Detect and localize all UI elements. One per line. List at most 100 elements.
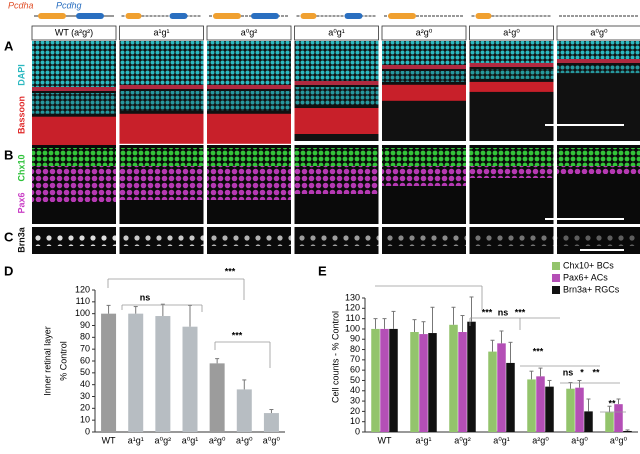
y-tick-label: 110 [76,296,90,306]
significance: *** [232,330,243,340]
opl [557,59,640,63]
x-tick-label: a⁰g² [454,435,471,445]
bar [467,321,476,432]
dapi [557,41,640,59]
brn3a [557,232,640,246]
bar [614,404,623,432]
y-tick-label: 30 [350,395,360,405]
gene-label: Pcdha [8,0,34,10]
x-tick-label: a²g⁰ [532,435,549,445]
chx10 [294,148,379,166]
bar [236,389,252,432]
y-tick-label: 40 [350,385,360,395]
bassoon [32,116,116,147]
significance: *** [225,266,236,276]
chx10 [557,148,640,166]
pax6 [119,166,204,200]
chx10 [382,148,466,166]
y-tick-label: 50 [350,375,360,385]
bar [458,332,467,432]
genotype-label: a²g⁰ [416,27,433,37]
pax6 [294,166,379,194]
y-tick-label: 30 [80,391,90,401]
genotype-box [556,25,640,41]
opl [207,85,291,89]
y-tick-label: 20 [350,406,360,416]
bar [605,412,614,432]
y-tick-label: 100 [345,323,360,333]
y-tick-label: 60 [350,365,360,375]
x-tick-label: WT [102,435,116,445]
stain-label: Bassoon [16,96,26,134]
y-axis-label: Cell counts - % Control [330,311,340,403]
inl [382,71,466,82]
bassoon [382,84,466,101]
bar [410,332,419,432]
y-tick-label: 90 [350,334,360,344]
legend-swatch [552,274,560,282]
significance: ** [592,367,600,377]
pcdhg [169,13,188,19]
chx10 [469,148,554,166]
significance: ns [498,307,509,317]
bar [449,324,458,432]
significance: *** [515,307,526,317]
inl [207,91,291,111]
genotype-box [381,25,467,41]
opl [382,65,466,69]
y-tick-label: 0 [355,426,360,436]
panel-label: A [4,38,14,53]
bar [371,328,380,432]
pcdhg [76,13,104,19]
chx10 [32,148,116,166]
bar [263,413,279,432]
y-tick-label: 120 [75,284,90,294]
bar [155,316,171,432]
legend-swatch [552,286,560,294]
panel-label: C [4,229,14,244]
genotype-box [206,25,292,41]
inl [557,65,640,74]
bar [182,326,198,432]
bar [566,388,575,432]
bassoon [469,81,554,92]
y-tick-label: 60 [80,355,90,365]
pcdhg [344,13,363,19]
stain-label: Brn3a [16,226,26,253]
inl [119,91,204,111]
significance: ** [608,398,616,408]
bar [623,430,632,432]
x-tick-label: a²g⁰ [209,435,226,445]
pcdha [38,13,66,19]
pcdha [125,13,142,19]
x-tick-label: a⁰g⁰ [263,435,281,445]
inl [32,93,116,114]
bassoon [119,113,204,144]
x-tick-label: a¹g¹ [128,435,144,445]
bar [209,363,225,432]
legend-label: Chx10+ BCs [563,260,614,270]
y-tick-label: 10 [350,416,360,426]
bar [380,328,389,432]
y-tick-label: 20 [80,403,90,413]
bar [101,313,117,432]
genotype-box [31,25,117,41]
y-tick-label: 40 [80,379,90,389]
panel-label: B [4,147,13,162]
pcdha [475,13,492,19]
bar [527,379,536,432]
opl [469,63,554,67]
y-tick-label: 100 [75,308,90,318]
y-tick-label: 70 [80,344,90,354]
dapi [119,41,204,85]
bar [428,333,437,432]
bar [419,334,428,432]
dapi [207,41,291,85]
bar [497,343,506,432]
bar [575,387,584,432]
opl [119,85,204,89]
dapi [382,41,466,65]
bar [506,362,515,432]
legend-label: Pax6+ ACs [563,272,608,282]
